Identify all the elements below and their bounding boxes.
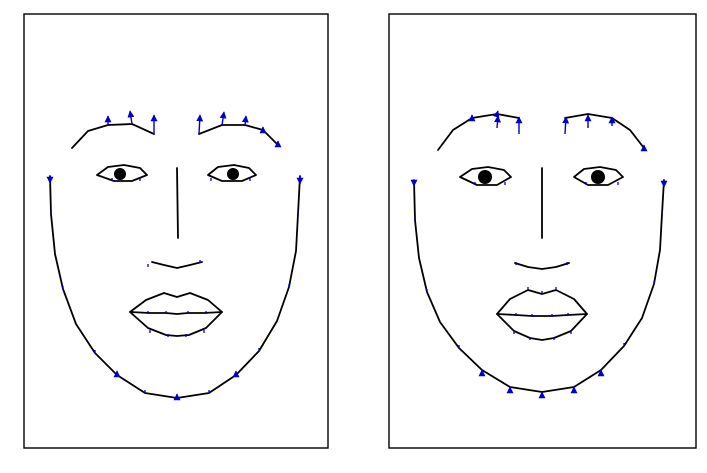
left-eye-right-pupil bbox=[227, 168, 239, 180]
right-eye-left-outline bbox=[459, 166, 512, 186]
left-motion-vectors bbox=[46, 110, 304, 401]
left-vector bbox=[127, 110, 135, 125]
left-eye-right-outline bbox=[207, 164, 257, 182]
left-eye-left-outline bbox=[96, 164, 148, 182]
left-panel-frame bbox=[23, 13, 329, 449]
left-lower-lip bbox=[129, 311, 223, 337]
right-vector bbox=[493, 115, 501, 129]
left-face-panel bbox=[23, 13, 329, 449]
left-nose-bridge bbox=[176, 167, 179, 239]
right-vector bbox=[492, 110, 500, 119]
right-eye-right-outline bbox=[573, 166, 624, 186]
right-nose-base bbox=[514, 262, 570, 270]
left-vector bbox=[219, 111, 227, 126]
left-vector bbox=[241, 115, 249, 126]
right-eye-right-pupil bbox=[591, 170, 605, 184]
right-motion-vectors bbox=[410, 110, 668, 399]
left-nose-base bbox=[151, 261, 203, 269]
left-vector bbox=[196, 114, 204, 135]
right-face-panel bbox=[388, 13, 697, 449]
right-eye-left-pupil bbox=[478, 170, 492, 184]
right-vector bbox=[562, 116, 570, 135]
left-eye-left-pupil bbox=[114, 168, 126, 180]
